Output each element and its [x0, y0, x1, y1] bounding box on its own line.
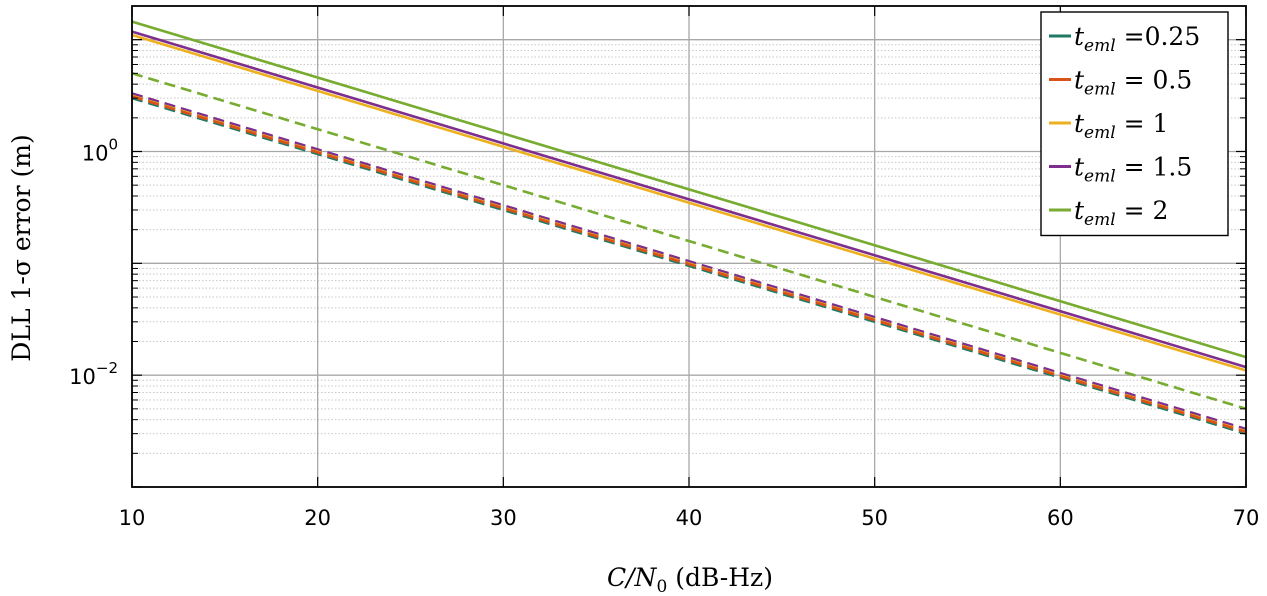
- legend-label-var: t: [1074, 109, 1085, 138]
- series-line-1: [131, 95, 1247, 434]
- x-tick-label: 40: [676, 506, 703, 530]
- legend-label-sub: eml: [1084, 36, 1116, 56]
- x-tick-label: 10: [119, 506, 146, 530]
- legend-label: teml = 2: [1074, 196, 1168, 230]
- series-line-extra-1: [131, 92, 1247, 431]
- x-tick-label: 70: [1233, 506, 1260, 530]
- series-line-4: [131, 20, 1247, 359]
- legend-label: teml =0.25: [1074, 22, 1200, 56]
- legend-label-value: = 2: [1116, 196, 1169, 225]
- legend-box: [1040, 11, 1229, 237]
- legend-label-value: = 1.5: [1116, 153, 1193, 182]
- series-line-extra-2: [131, 72, 1247, 411]
- legend-label-value: =0.25: [1116, 22, 1201, 51]
- y-tick-base: 10: [82, 141, 109, 165]
- legend-label-value: = 0.5: [1116, 66, 1193, 95]
- legend-label: teml = 1: [1074, 109, 1168, 143]
- axis-ticks: [131, 5, 1247, 488]
- x-axis-label-rest: (dB-Hz): [667, 563, 773, 592]
- legend-label-var: t: [1074, 153, 1085, 182]
- x-axis-label-sub: 0: [656, 577, 667, 596]
- legend-label-var: t: [1074, 66, 1085, 95]
- y-tick-exponent: −2: [96, 359, 118, 377]
- y-tick-label: 10−2: [69, 359, 118, 389]
- series-line-3: [131, 30, 1247, 369]
- legend-label-sub: eml: [1084, 80, 1116, 100]
- x-tick-label: 20: [304, 506, 331, 530]
- legend-label-var: t: [1074, 196, 1085, 225]
- x-tick-label: 50: [861, 506, 888, 530]
- y-tick-exponent: 0: [108, 135, 118, 153]
- legend-label-value: = 1: [1116, 109, 1169, 138]
- legend-label-sub: eml: [1084, 210, 1116, 230]
- x-axis-label-main: C/N: [607, 563, 658, 592]
- series-line-0: [131, 96, 1247, 435]
- legend-label: teml = 1.5: [1074, 153, 1192, 187]
- series-line-2: [131, 33, 1247, 372]
- x-axis-label: C/N0 (dB-Hz): [607, 563, 773, 596]
- x-tick-label: 60: [1047, 506, 1074, 530]
- legend-label-var: t: [1074, 22, 1085, 51]
- x-tick-label: 30: [490, 506, 517, 530]
- plot-lines: [131, 20, 1247, 435]
- legend-label-sub: eml: [1084, 167, 1116, 187]
- y-axis-label: DLL 1-σ error (m): [7, 134, 36, 361]
- y-tick-base: 10: [69, 365, 96, 389]
- y-tick-label: 100: [82, 135, 118, 165]
- legend-label: teml = 0.5: [1074, 66, 1192, 100]
- legend-label-sub: eml: [1084, 123, 1116, 143]
